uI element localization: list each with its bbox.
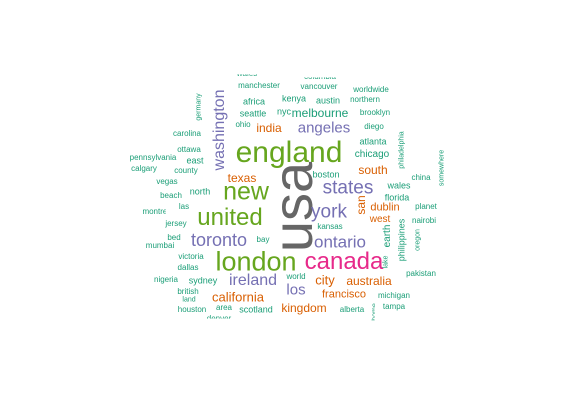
word-sydney: sydney xyxy=(188,275,218,286)
word-jersey: jersey xyxy=(165,219,187,228)
word-nairobi: nairobi xyxy=(411,216,437,225)
word-toronto: toronto xyxy=(190,230,248,250)
word-alberta: alberta xyxy=(339,305,365,314)
word-brooklyn: brooklyn xyxy=(359,108,391,117)
word-county: county xyxy=(174,166,198,175)
word-mumbai: mumbai xyxy=(145,241,175,250)
word-england: england xyxy=(235,136,343,169)
word-london: london xyxy=(215,246,297,277)
word-states: states xyxy=(322,177,374,199)
word-ottawa: ottawa xyxy=(177,145,201,154)
word-earth: earth xyxy=(382,224,393,248)
word-west: west xyxy=(369,214,391,225)
word-francisco: francisco xyxy=(321,288,367,301)
word-ireland: ireland xyxy=(228,272,278,289)
word-seattle: seattle xyxy=(239,108,267,119)
word-carolina: carolina xyxy=(172,129,202,138)
word-victoria: victoria xyxy=(178,252,204,261)
word-diego: diego xyxy=(364,122,384,131)
word-scotland: scotland xyxy=(239,304,273,315)
word-tampa: tampa xyxy=(382,302,406,311)
word-beach: beach xyxy=(160,191,182,200)
word-manchester: manchester xyxy=(238,81,280,90)
word-melbourne: melbourne xyxy=(291,106,349,120)
word-chicago: chicago xyxy=(354,149,390,160)
word-lake: lake xyxy=(382,255,390,269)
word-angeles: angeles xyxy=(297,119,351,137)
word-las: las xyxy=(178,202,190,211)
word-san: san xyxy=(354,195,368,215)
word-land: land xyxy=(182,296,196,304)
word-north: north xyxy=(189,186,211,197)
word-kingdom: kingdom xyxy=(281,301,327,315)
word-philadelphia: philadelphia xyxy=(398,131,406,169)
word-atlanta: atlanta xyxy=(359,136,387,147)
word-kansas: kansas xyxy=(317,222,343,231)
word-wales-top: wales xyxy=(236,69,258,78)
word-vegas: vegas xyxy=(156,177,178,186)
word-michigan: michigan xyxy=(377,291,411,300)
word-dublin: dublin xyxy=(370,201,400,214)
word-city: city xyxy=(315,272,335,288)
word-ohio: ohio xyxy=(235,120,251,129)
word-canada: canada xyxy=(304,248,384,275)
word-world: world xyxy=(286,272,306,281)
word-oregon: oregon xyxy=(414,229,422,251)
word-columbia: columbia xyxy=(303,72,337,81)
word-germany: germany xyxy=(195,93,203,121)
word-africa: africa xyxy=(242,96,266,107)
word-denver: denver xyxy=(206,314,232,323)
word-somewhere: somewhere xyxy=(438,149,446,187)
word-vancouver: vancouver xyxy=(300,82,338,91)
word-northern: northern xyxy=(350,95,380,104)
word-boston: boston xyxy=(312,169,340,180)
word-planet: planet xyxy=(415,202,437,211)
word-worldwide: worldwide xyxy=(353,85,389,94)
word-south: south xyxy=(358,163,388,177)
word-austin: austin xyxy=(315,95,341,106)
word-area: area xyxy=(215,303,233,312)
word-los: los xyxy=(286,281,306,299)
word-bed: bed xyxy=(167,233,181,242)
word-ontario: ontario xyxy=(314,232,366,252)
word-florida: florida xyxy=(384,192,410,203)
word-calgary: calgary xyxy=(131,164,157,173)
word-british: british xyxy=(177,287,199,296)
word-australia: australia xyxy=(346,274,392,288)
word-wales: wales xyxy=(387,180,411,191)
word-nyc: nyc xyxy=(276,106,292,117)
word-california: california xyxy=(211,289,265,305)
word-houston: houston xyxy=(177,305,207,314)
word-new: new xyxy=(223,177,269,206)
word-pennsylvania: pennsylvania xyxy=(129,153,177,162)
word-bay: bay xyxy=(256,235,270,244)
word-dallas: dallas xyxy=(177,263,199,272)
word-pakistan: pakistan xyxy=(406,269,436,278)
word-philippines: philippines xyxy=(396,218,407,262)
word-india: india xyxy=(256,121,282,135)
word-united: united xyxy=(197,204,263,231)
word-montreal: montreal xyxy=(142,207,174,216)
word-texas: texas xyxy=(227,171,257,185)
word-home: home xyxy=(371,303,379,321)
word-york: york xyxy=(311,201,347,223)
word-nigeria: nigeria xyxy=(153,275,179,284)
word-east: east xyxy=(186,155,204,166)
word-kenya: kenya xyxy=(281,93,307,104)
word-washington: washington xyxy=(211,89,228,171)
word-china: china xyxy=(411,173,431,182)
